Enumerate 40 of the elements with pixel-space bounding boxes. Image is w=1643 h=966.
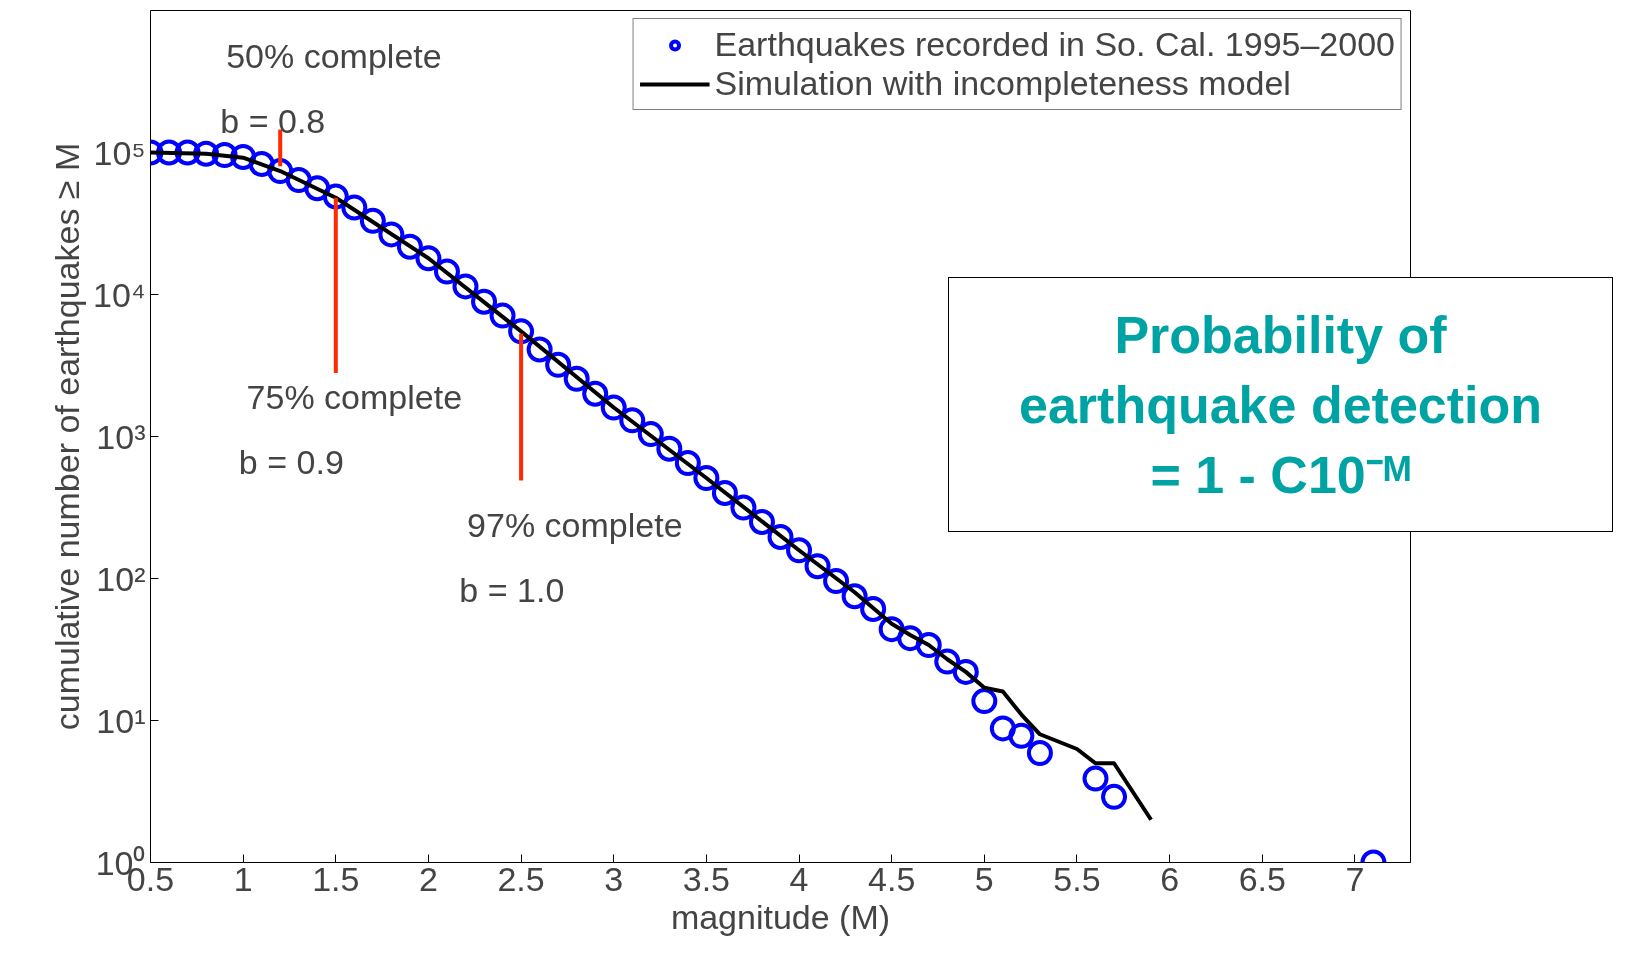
x-tick-label: 4.5 — [868, 859, 916, 898]
point — [415, 245, 442, 272]
y-tick-label: 10⁵ — [93, 133, 146, 172]
point — [526, 336, 553, 363]
annotation: b = 0.8 — [220, 102, 326, 141]
y-axis-title: cumulative number of earthquakes ≥ M — [48, 142, 87, 731]
x-tick-label: 5.5 — [1053, 859, 1101, 898]
x-tick-label: 4 — [789, 859, 809, 898]
legend-label: Simulation with incompleteness model — [714, 64, 1291, 103]
annotation: b = 0.9 — [238, 443, 344, 482]
x-tick-label: 5 — [974, 859, 994, 898]
point — [341, 194, 368, 221]
point — [971, 688, 998, 715]
x-tick-label: 6 — [1160, 859, 1180, 898]
point — [952, 658, 979, 685]
x-tick-label: 7 — [1345, 859, 1365, 898]
x-tick-label: 1.5 — [312, 859, 360, 898]
point — [823, 568, 850, 594]
annotation: Probability of earthquake detection = 1 - C10⁻ᴹ — [1018, 305, 1543, 507]
x-tick-label: 3 — [604, 859, 624, 898]
annotation: 75% complete — [246, 377, 463, 416]
legend-label: Earthquakes recorded in So. Cal. 1995–2000 — [714, 25, 1395, 64]
x-tick-label: 6.5 — [1238, 859, 1286, 898]
x-tick-label: 3.5 — [682, 859, 731, 898]
point — [1082, 765, 1109, 792]
x-tick-label: 2.5 — [497, 859, 545, 898]
annotation: 50% complete — [226, 36, 442, 75]
y-tick-label: 10² — [96, 559, 146, 598]
x-tick-label: 2 — [418, 859, 438, 898]
y-tick-label: 10³ — [96, 417, 146, 456]
point — [1008, 722, 1035, 749]
x-axis-title: magnitude (M) — [670, 897, 891, 936]
point — [1026, 740, 1053, 767]
point — [989, 715, 1016, 742]
point — [1101, 783, 1128, 810]
x-tick-label: 1 — [233, 859, 253, 898]
annotation: b = 1.0 — [459, 570, 565, 609]
y-tick-label: 10⁴ — [93, 275, 146, 314]
annotation: 97% complete — [467, 505, 683, 544]
y-tick-label: 10¹ — [96, 701, 146, 740]
